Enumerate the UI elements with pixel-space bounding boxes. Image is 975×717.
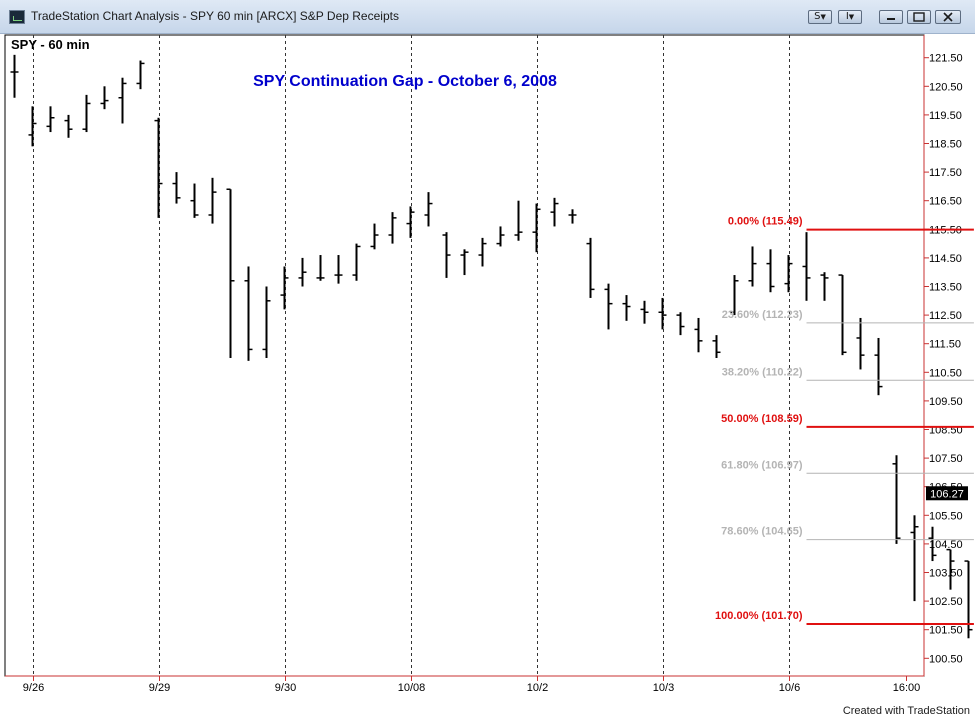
y-tick-label: 110.50 [929,367,962,379]
fibonacci-level-label: 78.60% (104.65) [721,526,803,538]
y-tick-label: 116.50 [929,196,962,208]
s-menu-label: S [814,11,821,22]
app-icon [9,10,25,24]
y-tick-label: 117.50 [929,167,962,179]
y-tick-label: 113.50 [929,282,962,294]
y-tick-label: 119.50 [929,110,962,122]
window-title: TradeStation Chart Analysis - SPY 60 min… [31,9,399,23]
chart-title: SPY Continuation Gap - October 6, 2008 [253,73,557,90]
restore-button[interactable] [907,10,931,24]
y-tick-label: 120.50 [929,81,963,93]
minimize-icon [887,18,895,20]
x-tick-label: 10/3 [653,682,674,694]
x-tick-label: 16:00 [893,682,921,694]
symbol-label: SPY - 60 min [11,37,90,52]
x-tick-label: 10/2 [527,682,548,694]
fibonacci-level-label: 0.00% (115.49) [728,216,803,228]
dropdown-arrow-icon: ▼ [848,13,855,21]
s-menu-button[interactable]: S▼ [808,10,832,24]
y-tick-label: 118.50 [929,139,962,151]
y-tick-label: 114.50 [929,253,962,265]
x-tick-label: 9/29 [149,682,170,694]
x-tick-label: 9/30 [275,682,296,694]
fibonacci-level-label: 50.00% (108.59) [721,413,803,425]
fibonacci-level-label: 23.60% (112.23) [722,309,803,321]
y-tick-label: 107.50 [929,453,963,465]
y-tick-label: 112.50 [929,310,962,322]
title-bar: TradeStation Chart Analysis - SPY 60 min… [0,0,975,34]
x-tick-label: 10/6 [779,682,800,694]
i-menu-label: I [845,11,849,22]
x-tick-label: 10/08 [398,682,426,694]
y-tick-label: 103.50 [929,568,963,580]
close-button[interactable] [935,10,961,24]
y-tick-label: 121.50 [929,53,963,65]
plot-frame [4,34,925,677]
y-tick-label: 102.50 [929,596,963,608]
minimize-button[interactable] [879,10,903,24]
fibonacci-level-label: 100.00% (101.70) [715,610,803,622]
dropdown-arrow-icon: ▼ [820,13,826,21]
y-tick-label: 105.50 [929,510,963,522]
restore-icon [913,12,925,22]
last-price-label: 106.27 [930,488,964,500]
chart-area[interactable]: 100.50 101.50 102.50 103.50 104.50 105.50 106.… [0,34,975,704]
x-tick-label: 9/26 [23,682,44,694]
y-tick-label: 109.50 [929,396,963,408]
fibonacci-level-label: 61.80% (106.97) [721,459,803,471]
y-tick-label: 101.50 [929,625,963,637]
fibonacci-level-label: 38.20% (110.22) [722,366,803,378]
footer-credit: Created with TradeStation [842,705,970,717]
y-tick-label: 104.50 [929,539,963,551]
y-tick-label: 111.50 [929,339,961,351]
i-menu-button[interactable]: I▼ [838,10,862,24]
y-tick-label: 100.50 [929,653,963,665]
last-price-marker [926,486,968,501]
close-icon [943,12,953,22]
